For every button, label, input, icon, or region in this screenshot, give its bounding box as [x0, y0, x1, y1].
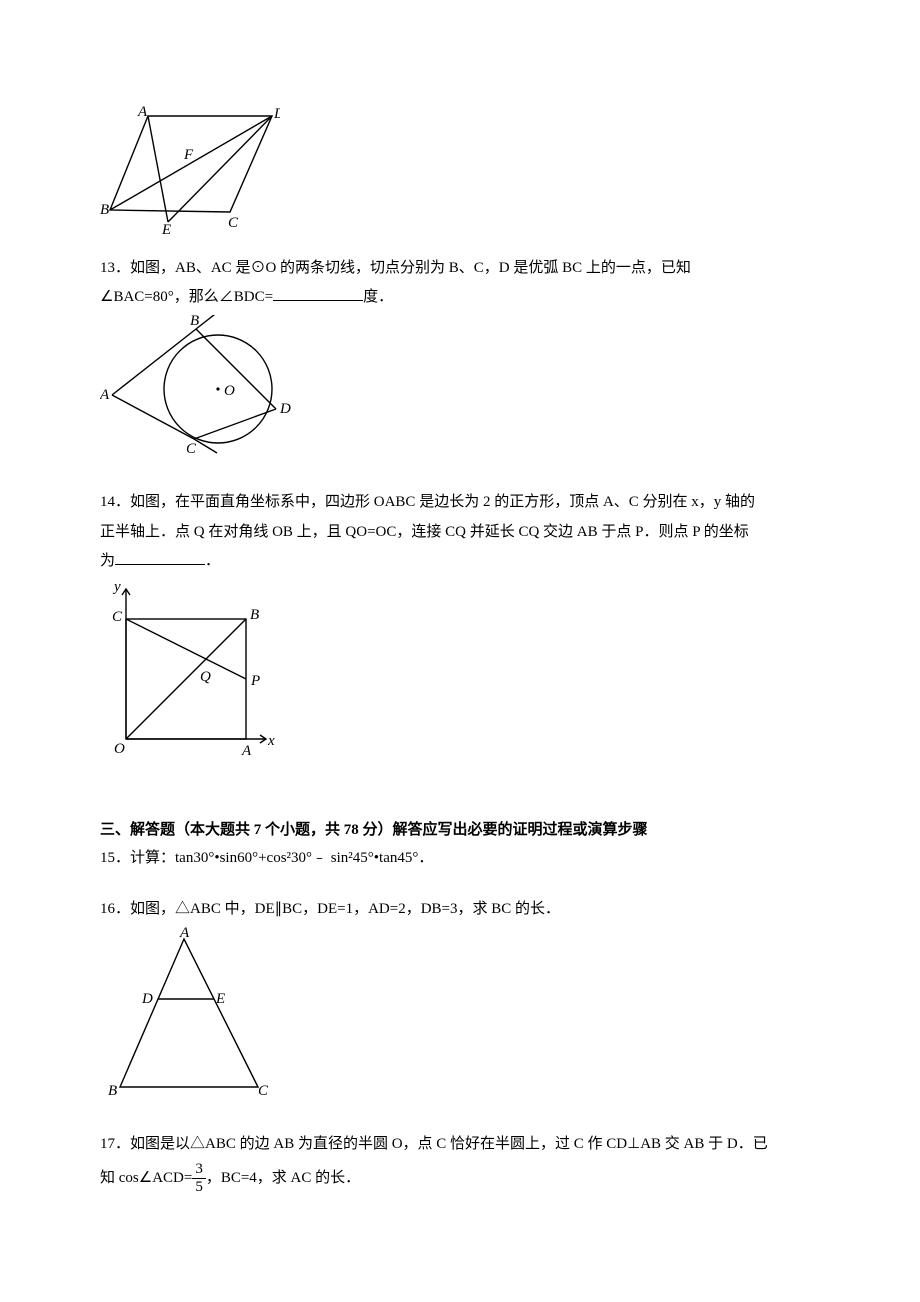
- question-14: 14．如图，在平面直角坐标系中，四边形 OABC 是边长为 2 的正方形，顶点 …: [100, 490, 840, 778]
- q13-label-a: A: [100, 387, 110, 403]
- q17-frac-num: 3: [192, 1162, 206, 1179]
- q17-number: 17．: [100, 1136, 130, 1152]
- q13-blank: [273, 288, 363, 302]
- q14-label-o: O: [114, 741, 125, 757]
- q16-label-e: E: [215, 991, 225, 1007]
- q17-frac-den: 5: [192, 1179, 206, 1195]
- q13-number: 13．: [100, 260, 130, 276]
- q13-text-c: 度．: [363, 289, 393, 305]
- q14-line3: 为．: [100, 549, 840, 575]
- q14-label-x: x: [267, 733, 275, 749]
- q17-line2: 知 cos∠ACD=35，BC=4，求 AC 的长．: [100, 1162, 840, 1195]
- q12-figure: A B C D E F: [100, 104, 840, 244]
- q14-number: 14．: [100, 494, 130, 510]
- q13-label-o: O: [224, 383, 235, 399]
- q15-number: 15．: [100, 850, 130, 866]
- q16-label-c: C: [258, 1083, 269, 1097]
- q15-text: 计算：tan30°•sin60°+cos²30°﹣ sin²45°•tan45°…: [130, 850, 433, 866]
- q14-blank: [115, 552, 205, 566]
- q14-label-c: C: [112, 609, 123, 625]
- q14-text-b: 正半轴上．点 Q 在对角线 OB 上，且 QO=OC，连接 CQ 并延长 CQ …: [100, 520, 840, 546]
- q13-label-c: C: [186, 441, 197, 455]
- q14-label-y: y: [112, 579, 121, 595]
- question-16: 16．如图，△ABC 中，DE∥BC，DE=1，AD=2，DB=3，求 BC 的…: [100, 897, 840, 1106]
- vertex-b-label: B: [100, 202, 109, 218]
- q14-figure: O A B C x y Q P: [100, 579, 840, 779]
- q14-label-p: P: [250, 673, 260, 689]
- q13-line1: 13．如图，AB、AC 是⊙O 的两条切线，切点分别为 B、C，D 是优弧 BC…: [100, 256, 840, 282]
- q16-label-b: B: [108, 1083, 117, 1097]
- q17-text-c: ，BC=4，求 AC 的长．: [206, 1169, 360, 1185]
- q16-label-a: A: [179, 927, 190, 941]
- q17-text-b: 知 cos∠ACD=: [100, 1169, 192, 1185]
- q13-line2: ∠BAC=80°，那么∠BDC= 度．: [100, 285, 840, 311]
- question-15: 15．计算：tan30°•sin60°+cos²30°﹣ sin²45°•tan…: [100, 846, 840, 872]
- q14-label-a: A: [241, 743, 252, 759]
- q16-figure: A B C D E: [100, 927, 840, 1107]
- q16-text: 如图，△ABC 中，DE∥BC，DE=1，AD=2，DB=3，求 BC 的长．: [130, 901, 560, 917]
- q13-figure: A B C D O: [100, 315, 840, 465]
- q14-label-q: Q: [200, 669, 211, 685]
- vertex-d-label: D: [273, 106, 280, 122]
- q14-text-d: ．: [205, 553, 220, 569]
- q13-text-a: 如图，AB、AC 是⊙O 的两条切线，切点分别为 B、C，D 是优弧 BC 上的…: [130, 260, 691, 276]
- q14-line1: 14．如图，在平面直角坐标系中，四边形 OABC 是边长为 2 的正方形，顶点 …: [100, 490, 840, 516]
- vertex-f-label: F: [183, 147, 194, 163]
- question-17: 17．如图是以△ABC 的边 AB 为直径的半圆 O，点 C 恰好在半圆上，过 …: [100, 1132, 840, 1195]
- question-13: 13．如图，AB、AC 是⊙O 的两条切线，切点分别为 B、C，D 是优弧 BC…: [100, 256, 840, 465]
- vertex-e-label: E: [161, 222, 171, 234]
- q17-line1: 17．如图是以△ABC 的边 AB 为直径的半圆 O，点 C 恰好在半圆上，过 …: [100, 1132, 840, 1158]
- q17-fraction: 35: [192, 1162, 206, 1195]
- section-3-heading: 三、解答题（本大题共 7 个小题，共 78 分）解答应写出必要的证明过程或演算步…: [100, 818, 840, 844]
- vertex-c-label: C: [228, 215, 239, 231]
- q14-label-b: B: [250, 607, 259, 623]
- q16-number: 16．: [100, 901, 130, 917]
- q14-text-a: 如图，在平面直角坐标系中，四边形 OABC 是边长为 2 的正方形，顶点 A、C…: [130, 494, 755, 510]
- parallelogram-figure: A B C D E F: [100, 104, 280, 234]
- q13-text-b: ∠BAC=80°，那么∠BDC=: [100, 289, 273, 305]
- q16-label-d: D: [141, 991, 153, 1007]
- q17-text-a: 如图是以△ABC 的边 AB 为直径的半圆 O，点 C 恰好在半圆上，过 C 作…: [130, 1136, 768, 1152]
- q14-text-c: 为: [100, 553, 115, 569]
- q13-label-b: B: [190, 315, 199, 329]
- q13-label-d: D: [279, 401, 291, 417]
- vertex-a-label: A: [137, 104, 148, 120]
